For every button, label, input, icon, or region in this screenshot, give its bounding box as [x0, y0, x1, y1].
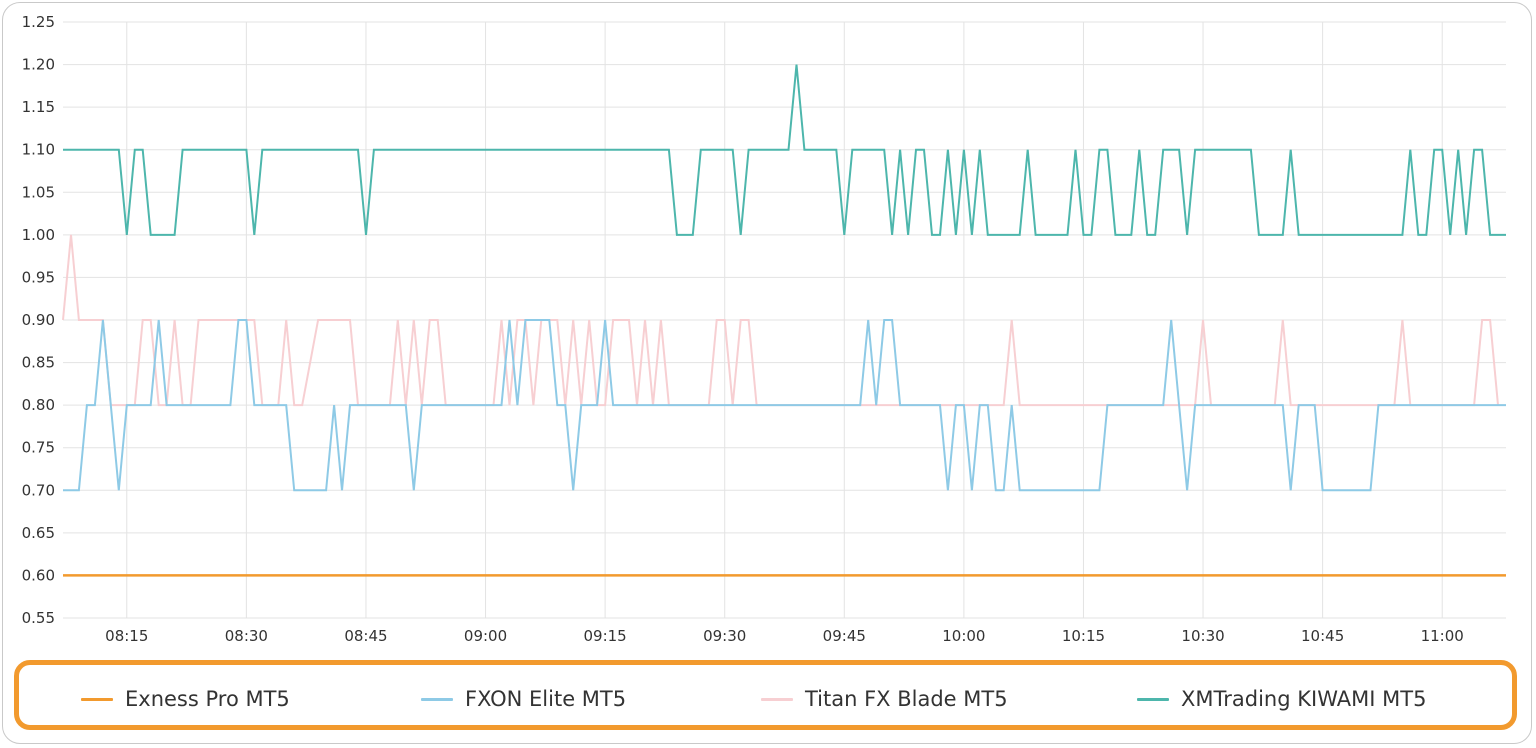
y-tick-label: 0.70	[22, 481, 55, 499]
x-tick-label: 10:15	[1062, 627, 1105, 645]
y-tick-label: 0.80	[22, 396, 55, 414]
legend-swatch-exness	[81, 697, 113, 701]
y-tick-label: 0.95	[22, 268, 55, 286]
x-tick-label: 08:15	[105, 627, 148, 645]
legend-item-fxon[interactable]: FXON Elite MT5	[421, 685, 626, 713]
legend-label-exness: Exness Pro MT5	[125, 687, 290, 711]
y-tick-label: 0.65	[22, 524, 55, 542]
y-tick-label: 0.60	[22, 566, 55, 584]
y-tick-label: 0.85	[22, 354, 55, 372]
legend-swatch-xmtrading	[1137, 697, 1169, 701]
legend-swatch-fxon	[421, 697, 453, 701]
x-tick-label: 09:00	[464, 627, 507, 645]
y-tick-label: 1.15	[22, 98, 55, 116]
x-tick-label: 09:45	[823, 627, 866, 645]
y-tick-label: 0.90	[22, 311, 55, 329]
y-tick-label: 1.10	[22, 141, 55, 159]
chart-legend: Exness Pro MT5 FXON Elite MT5 Titan FX B…	[14, 660, 1517, 730]
y-tick-label: 1.05	[22, 183, 55, 201]
y-tick-label: 0.55	[22, 609, 55, 627]
y-tick-label: 1.00	[22, 226, 55, 244]
series-fxon-line	[63, 319, 1506, 492]
x-tick-label: 11:00	[1421, 627, 1464, 645]
legend-item-titanfx[interactable]: Titan FX Blade MT5	[761, 685, 1008, 713]
x-tick-label: 09:15	[584, 627, 627, 645]
legend-label-titanfx: Titan FX Blade MT5	[805, 687, 1008, 711]
line-chart: 0.55 0.60 0.65 0.70 0.75 0.80 0.85 0.90 0.95 1.00…	[22, 13, 1506, 645]
x-tick-label: 09:30	[703, 627, 746, 645]
legend-item-exness[interactable]: Exness Pro MT5	[81, 685, 290, 713]
x-tick-label: 10:30	[1181, 627, 1224, 645]
x-tick-label: 10:45	[1301, 627, 1344, 645]
y-tick-label: 1.20	[22, 56, 55, 74]
legend-swatch-titanfx	[761, 697, 793, 701]
x-tick-label: 10:00	[942, 627, 985, 645]
x-tick-label: 08:30	[225, 627, 268, 645]
legend-label-xmtrading: XMTrading KIWAMI MT5	[1181, 687, 1427, 711]
x-tick-label: 08:45	[344, 627, 387, 645]
y-tick-label: 0.75	[22, 439, 55, 457]
legend-item-xmtrading[interactable]: XMTrading KIWAMI MT5	[1137, 685, 1426, 713]
series-xmtrading-line	[63, 64, 1506, 236]
legend-label-fxon: FXON Elite MT5	[465, 687, 627, 711]
y-tick-label: 1.25	[22, 13, 55, 31]
